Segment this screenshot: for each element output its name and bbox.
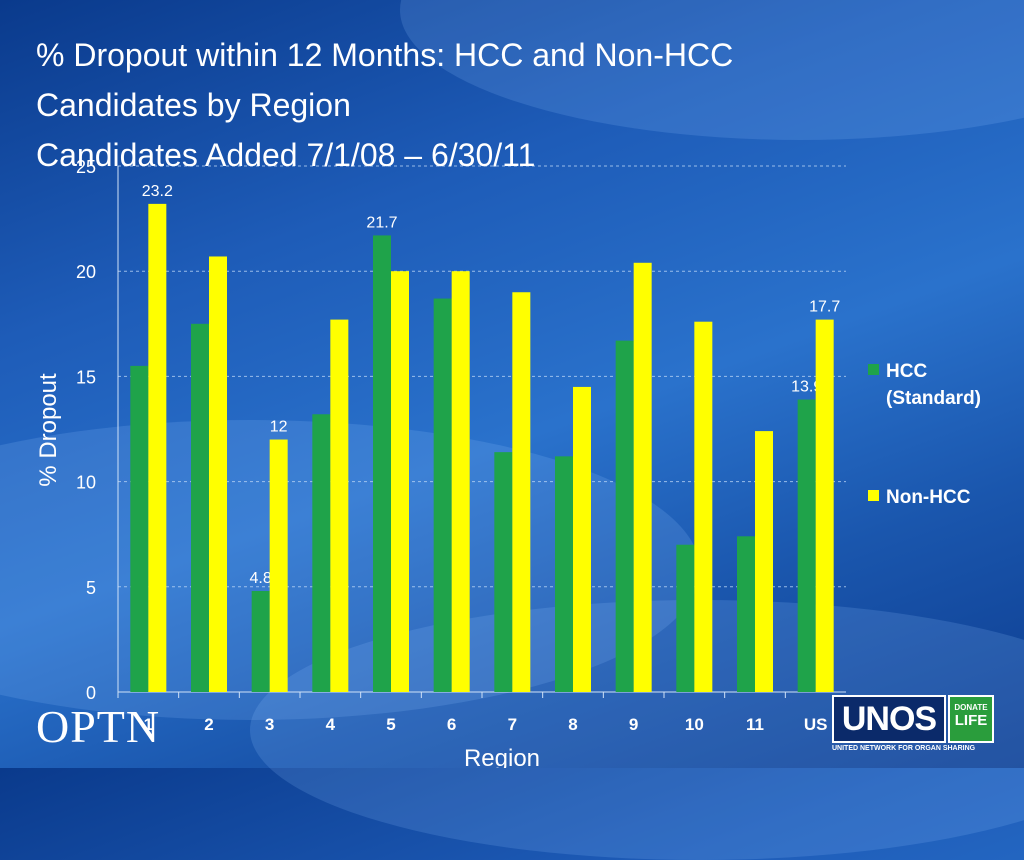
y-tick-label: 20 (76, 262, 96, 282)
data-label: 17.7 (809, 299, 840, 316)
unos-logo: UNOS DONATE LIFE UNITED NETWORK FOR ORGA… (832, 695, 994, 757)
x-tick-label: 6 (447, 715, 456, 734)
bar-hcc (555, 456, 573, 692)
bar-hcc (797, 399, 816, 692)
bar-non-hcc (694, 321, 713, 692)
y-tick-label: 5 (86, 578, 96, 598)
y-tick-label: 10 (76, 473, 96, 493)
title-line: Candidates by Region (36, 87, 351, 123)
optn-logo: OPTN (36, 701, 161, 752)
bar-non-hcc (451, 271, 470, 692)
life-text: LIFE (954, 712, 988, 729)
y-tick-label: 25 (76, 157, 96, 177)
bar-hcc (312, 414, 331, 692)
data-label: 4.8 (250, 570, 272, 587)
bar-hcc (676, 544, 695, 692)
title-line: Candidates Added 7/1/08 – 6/30/11 (36, 137, 536, 173)
bar-non-hcc (633, 262, 652, 692)
unos-wordmark: UNOS (832, 695, 946, 743)
y-tick-label: 0 (86, 683, 96, 703)
unos-subtitle: UNITED NETWORK FOR ORGAN SHARING (832, 745, 976, 752)
bar-non-hcc (391, 271, 409, 692)
title-line: % Dropout within 12 Months: HCC and Non-… (36, 37, 734, 73)
legend-swatch-hcc (868, 364, 879, 375)
bar-non-hcc (573, 386, 591, 692)
data-label: 23.2 (142, 183, 173, 200)
x-tick-label: 1 (144, 715, 153, 734)
y-tick-label: 15 (76, 367, 96, 387)
chart-legend: HCC (Standard) Non-HCC (868, 358, 1024, 511)
donate-life-badge: DONATE LIFE (948, 695, 994, 743)
legend-label-hcc: HCC (Standard) (886, 361, 981, 409)
x-tick-label: 9 (629, 715, 638, 734)
bar-hcc (615, 340, 634, 692)
legend-item-hcc: HCC (Standard) (868, 358, 1024, 412)
bar-hcc (130, 365, 149, 692)
bar-non-hcc (209, 256, 227, 692)
x-tick-label: 4 (326, 715, 336, 734)
x-tick-label: US (804, 715, 828, 734)
legend-item-non-hcc: Non-HCC (868, 484, 1024, 511)
bar-hcc (373, 235, 391, 692)
bar-non-hcc (269, 439, 288, 692)
x-tick-label: 3 (265, 715, 274, 734)
data-label: 13.9 (791, 379, 822, 396)
legend-label-non-hcc: Non-HCC (886, 487, 971, 508)
x-tick-label: 2 (204, 715, 213, 734)
legend-swatch-non-hcc (868, 490, 879, 501)
x-tick-label: 7 (508, 715, 517, 734)
x-axis-title: Region (464, 745, 540, 768)
bar-hcc (494, 452, 513, 692)
data-label: 21.7 (366, 214, 397, 231)
bar-non-hcc (815, 319, 834, 692)
data-label: 12 (270, 419, 288, 436)
bar-non-hcc (755, 431, 773, 692)
donate-text: DONATE (954, 703, 988, 712)
bar-hcc (191, 323, 209, 692)
bar-non-hcc (330, 319, 349, 692)
bar-non-hcc (148, 203, 167, 692)
y-axis-title: % Dropout (35, 373, 62, 487)
bar-hcc (433, 298, 452, 692)
x-tick-label: 11 (746, 715, 764, 734)
bar-hcc (251, 591, 270, 692)
x-tick-label: 8 (568, 715, 577, 734)
chart-title: % Dropout within 12 Months: HCC and Non-… (36, 30, 733, 180)
x-tick-label: 5 (386, 715, 395, 734)
x-tick-label: 10 (685, 715, 704, 734)
bar-non-hcc (512, 292, 531, 692)
bar-hcc (737, 536, 755, 692)
